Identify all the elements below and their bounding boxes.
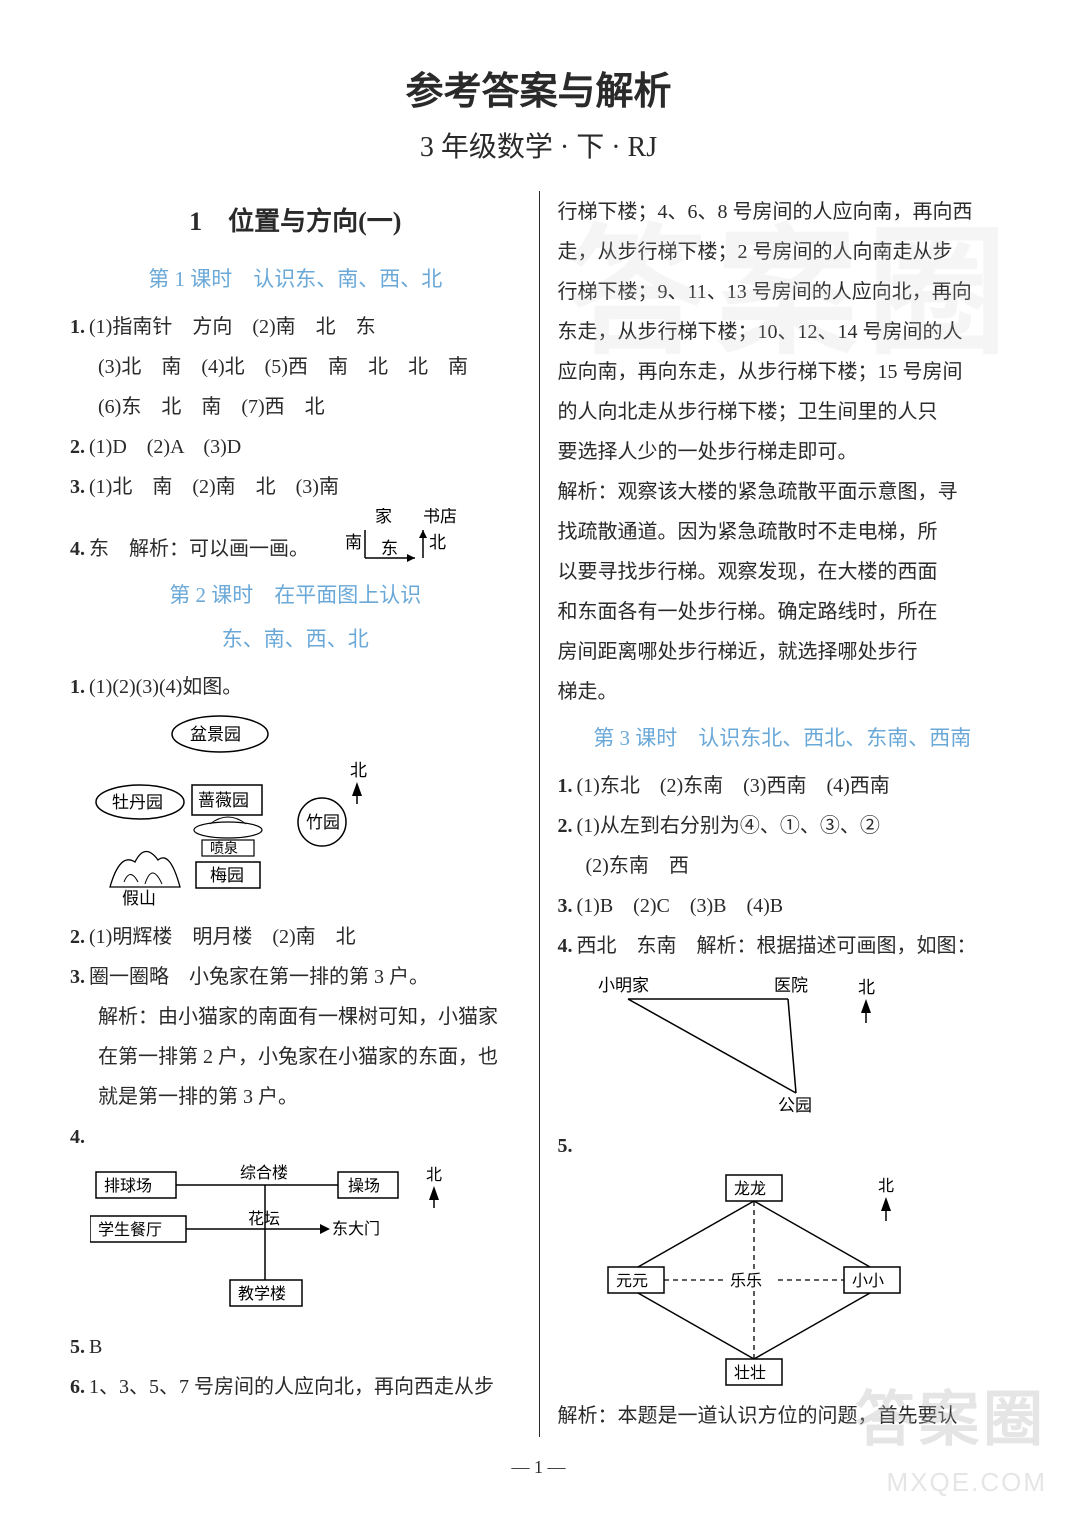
svg-text:家: 家 [375,508,392,526]
r-p12: 房间距离哪处步行梯近，就选择哪处步行 [558,633,1008,671]
l2q3-3: 在第一排第 2 户，小兔家在小猫家的东面，也 [70,1038,521,1076]
svg-text:小明家: 小明家 [598,976,649,995]
page-number: — 1 — [70,1457,1007,1478]
l2q4: 4. [70,1118,521,1156]
r3: 3.(1)B (2)C (3)B (4)B [558,887,1008,925]
r-p11: 和东面各有一处步行梯。确定路线时，所在 [558,593,1008,631]
svg-text:小小: 小小 [852,1272,884,1290]
r5: 5. [558,1127,1008,1165]
r4-diagram: 小明家 医院 公园 北 [578,971,1008,1121]
lesson-2-title-b: 东、南、西、北 [70,620,521,660]
r-p7: 要选择人少的一处步行梯走即可。 [558,433,1008,471]
svg-text:元元: 元元 [616,1273,648,1290]
r-p1: 行梯下楼；4、6、8 号房间的人应向南，再向西 [558,193,1008,231]
right-column: 行梯下楼；4、6、8 号房间的人应向南，再向西 走，从步行梯下楼；2 号房间的人… [539,191,1008,1437]
r6: 解析：本题是一道认识方位的问题，首先要认 [558,1397,1008,1435]
q2: 2.(1)D (2)A (3)D [70,428,521,466]
r-p5: 应向南，再向东走，从步行梯下楼；15 号房间 [558,353,1008,391]
left-column: 1 位置与方向(一) 第 1 课时 认识东、南、西、北 1.(1)指南针 方向 … [70,191,539,1437]
r-p10: 以要寻找步行梯。观察发现，在大楼的西面 [558,553,1008,591]
r2: 2.(1)从左到右分别为④、①、③、② [558,807,1008,845]
svg-text:南: 南 [345,533,362,552]
r1: 1.(1)东北 (2)东南 (3)西南 (4)西南 [558,767,1008,805]
svg-text:排球场: 排球场 [104,1177,152,1195]
q1: 1.(1)指南针 方向 (2)南 北 东 [70,308,521,346]
svg-text:梅园: 梅园 [210,866,244,885]
page-subtitle: 3 年级数学 · 下 · RJ [70,125,1007,165]
q1-line3: (6)东 北 南 (7)西 北 [70,388,521,426]
watermark-url: MXQE.COM [887,1467,1047,1498]
svg-text:东大门: 东大门 [332,1220,380,1238]
lesson-3-title: 第 3 课时 认识东北、西北、东南、西南 [558,719,1008,759]
svg-text:北: 北 [878,1177,894,1195]
r4: 4.西北 东南 解析：根据描述可画图，如图： [558,927,1008,965]
l2q2: 2.(1)明辉楼 明月楼 (2)南 北 [70,918,521,956]
l2q3-2: 解析：由小猫家的南面有一棵树可知，小猫家 [70,998,521,1036]
svg-text:教学楼: 教学楼 [238,1285,286,1303]
q3: 3.(1)北 南 (2)南 北 (3)南 [70,468,521,506]
svg-text:龙龙: 龙龙 [734,1180,766,1198]
r-p9: 找疏散通道。因为紧急疏散时不走电梯，所 [558,513,1008,551]
lesson-1-title: 第 1 课时 认识东、南、西、北 [70,260,521,300]
svg-text:东: 东 [381,539,398,558]
svg-text:综合楼: 综合楼 [240,1164,288,1182]
q4-diagram: 家 书店 南 东 北 [315,508,465,568]
svg-text:蔷薇园: 蔷薇园 [198,791,249,810]
r-p4: 东走，从步行梯下楼；10、12、14 号房间的人 [558,313,1008,351]
svg-text:花坛: 花坛 [248,1210,280,1228]
r5-diagram: 龙龙 元元 乐乐 小小 壮壮 [578,1171,1008,1391]
lesson-2-title-a: 第 2 课时 在平面图上认识 [70,576,521,616]
svg-text:假山: 假山 [122,889,156,908]
page: 答案圈 答案圈 MXQE.COM 参考答案与解析 3 年级数学 · 下 · RJ… [0,0,1077,1518]
svg-text:公园: 公园 [778,1096,812,1115]
svg-text:医院: 医院 [774,976,808,995]
two-column-layout: 1 位置与方向(一) 第 1 课时 认识东、南、西、北 1.(1)指南针 方向 … [70,191,1007,1437]
svg-text:学生餐厅: 学生餐厅 [98,1221,162,1239]
svg-text:北: 北 [350,761,367,780]
garden-diagram: 盆景园 牡丹园 蔷薇园 竹园 喷泉 [90,712,521,912]
svg-text:竹园: 竹园 [306,813,340,832]
svg-text:壮壮: 壮壮 [734,1364,766,1382]
svg-text:书店: 书店 [423,508,457,526]
l2q5: 5.B [70,1328,521,1366]
svg-text:北: 北 [858,978,875,997]
svg-text:北: 北 [429,533,446,552]
r-p3: 行梯下楼；9、11、13 号房间的人应向北，再向 [558,273,1008,311]
l2q3-4: 就是第一排的第 3 户。 [70,1078,521,1116]
page-title: 参考答案与解析 [70,60,1007,115]
svg-text:操场: 操场 [348,1177,380,1195]
school-diagram: 排球场 综合楼 操场 学生餐厅 花坛 东大门 [90,1162,521,1322]
svg-text:喷泉: 喷泉 [210,840,238,857]
r-p6: 的人向北走从步行梯下楼；卫生间里的人只 [558,393,1008,431]
l2q1: 1.(1)(2)(3)(4)如图。 [70,668,521,706]
svg-text:乐乐: 乐乐 [730,1272,762,1290]
l2q6: 6.1、3、5、7 号房间的人应向北，再向西走从步 [70,1368,521,1406]
r-p8: 解析：观察该大楼的紧急疏散平面示意图，寻 [558,473,1008,511]
q1-line2: (3)北 南 (4)北 (5)西 南 北 北 南 [70,348,521,386]
q4: 4.东 解析：可以画一画。 家 书店 南 东 北 [70,508,521,568]
r2-2: (2)东南 西 [558,847,1008,885]
r-p2: 走，从步行梯下楼；2 号房间的人向南走从步 [558,233,1008,271]
svg-text:盆景园: 盆景园 [190,725,241,744]
svg-text:牡丹园: 牡丹园 [112,793,163,812]
l2q3: 3.圈一圈略 小兔家在第一排的第 3 户。 [70,958,521,996]
chapter-title: 1 位置与方向(一) [70,197,521,246]
r-p13: 梯走。 [558,673,1008,711]
svg-text:北: 北 [426,1166,442,1184]
